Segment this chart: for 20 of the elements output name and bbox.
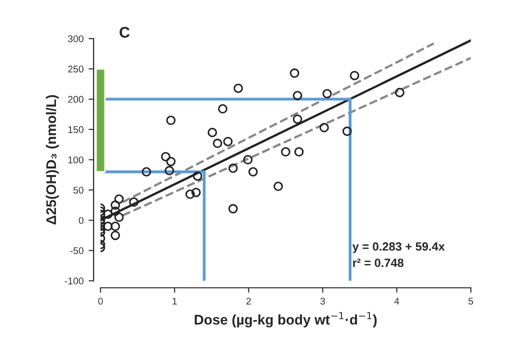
- x-axis-title: Dose (µg-kg body wt$^{−1}$·d$^{−1}$): [194, 312, 377, 328]
- x-tick-label: 4: [394, 298, 400, 305]
- x-tick-label: 0: [98, 298, 103, 305]
- y-tick-label: 50: [73, 186, 84, 194]
- y-tick-label: -100: [64, 278, 84, 284]
- annotation: y = 0.283 + 59.4x: [352, 242, 445, 253]
- chart-title: C: [120, 26, 130, 38]
- y-tick-label: -50: [70, 247, 84, 254]
- y-tick-label: 250: [68, 66, 84, 72]
- x-tick-label: 2: [246, 298, 251, 305]
- y-tick-label: 0: [78, 216, 84, 224]
- y-tick-label: 300: [68, 35, 84, 42]
- annotation: r² = 0.748: [353, 258, 404, 268]
- y-tick-label: 100: [68, 156, 84, 164]
- x-tick-label: 5: [468, 298, 474, 305]
- x-tick-label: 3: [320, 298, 325, 305]
- y-tick-label: 150: [68, 126, 84, 134]
- y-tick-label: 200: [68, 96, 84, 103]
- x-tick-label: 1: [172, 298, 177, 305]
- y-axis-title: Δ25(OH)D₃ (nmol/L): [46, 95, 59, 224]
